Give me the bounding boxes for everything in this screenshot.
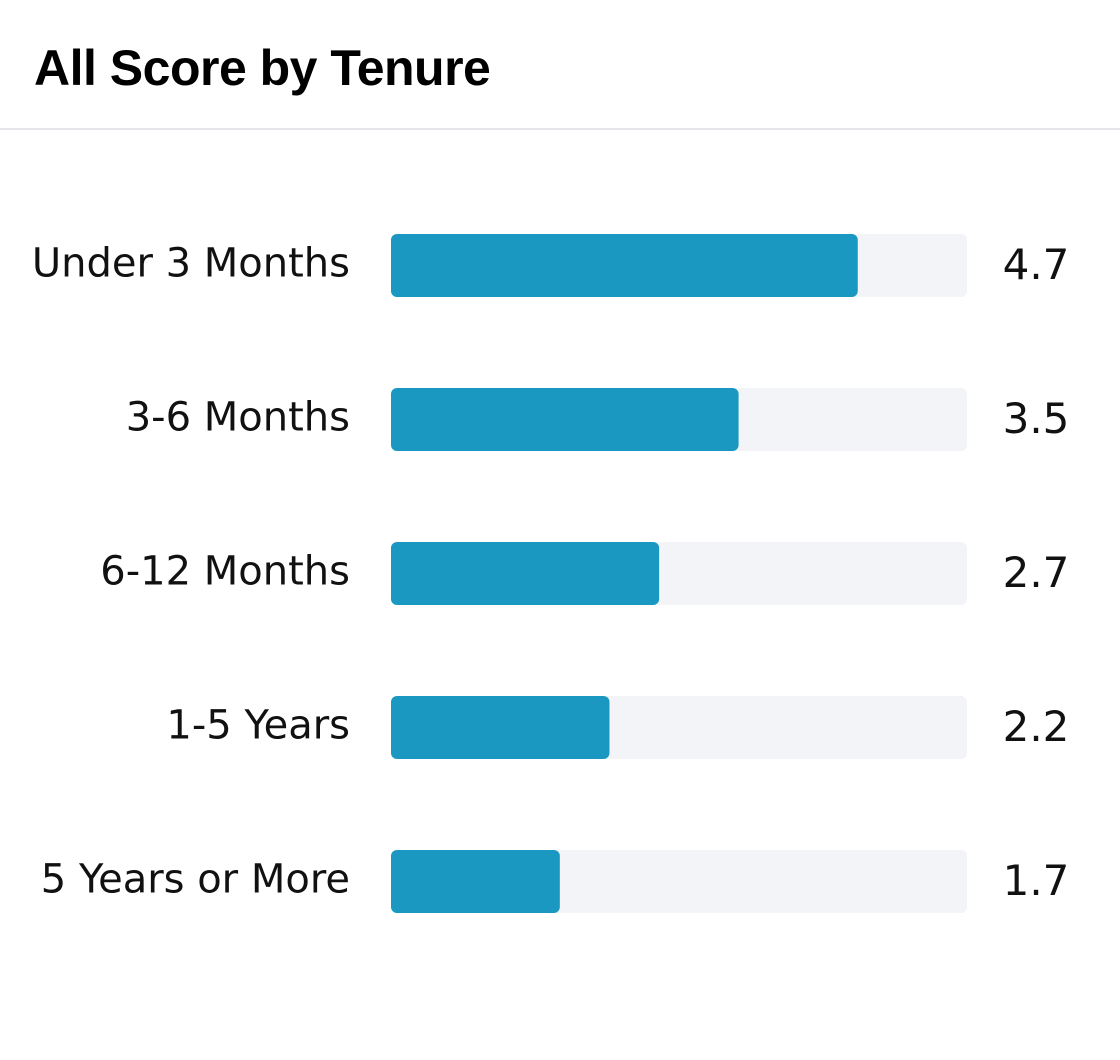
value-label: 2.7: [1003, 548, 1070, 597]
bar[interactable]: [391, 696, 610, 759]
category-label: 6-12 Months: [100, 549, 350, 595]
bar[interactable]: [391, 234, 858, 297]
bar[interactable]: [391, 542, 660, 605]
value-label: 1.7: [1003, 856, 1070, 905]
value-label: 4.7: [1003, 240, 1070, 289]
category-label: Under 3 Months: [32, 241, 350, 287]
chart-header: All Score by Tenure: [0, 0, 1120, 130]
category-label: 1-5 Years: [166, 703, 350, 749]
bar[interactable]: [391, 388, 739, 451]
chart-title: All Score by Tenure: [34, 40, 491, 96]
category-label: 5 Years or More: [41, 857, 350, 903]
value-label: 2.2: [1003, 702, 1070, 751]
value-label: 3.5: [1003, 394, 1070, 443]
category-label: 3-6 Months: [126, 395, 350, 441]
bar[interactable]: [391, 850, 560, 913]
